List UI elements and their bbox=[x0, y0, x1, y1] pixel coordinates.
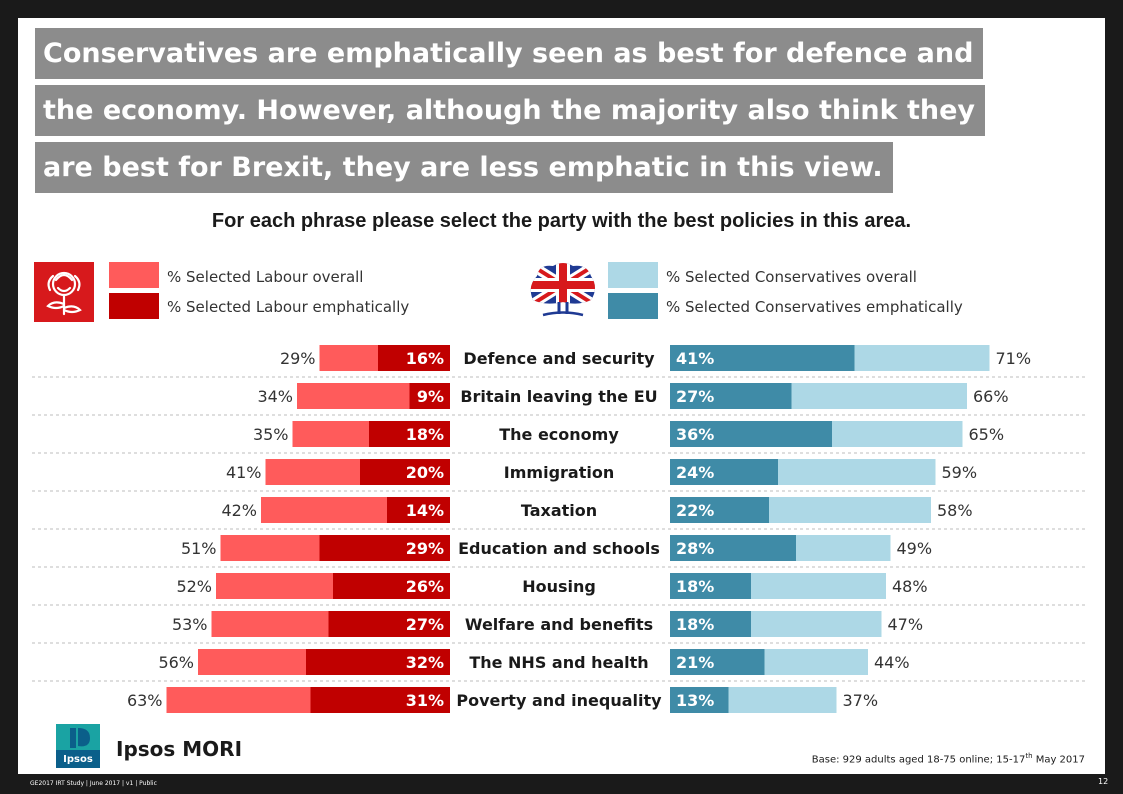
con-emphatic-bar bbox=[670, 687, 729, 713]
labour-overall-label: 56% bbox=[158, 653, 194, 672]
brand-name: Ipsos MORI bbox=[116, 737, 243, 761]
labour-overall-label: 34% bbox=[257, 387, 293, 406]
con-overall-label: 59% bbox=[942, 463, 978, 482]
con-emphatic-bar bbox=[670, 459, 778, 485]
con-emphatic-label: 36% bbox=[676, 425, 714, 444]
labour-emphatic-label: 29% bbox=[406, 539, 444, 558]
labour-emphatic-label: 26% bbox=[406, 577, 444, 596]
con-overall-label: 37% bbox=[843, 691, 879, 710]
con-emphatic-label: 27% bbox=[676, 387, 714, 406]
labour-overall-label: 53% bbox=[172, 615, 208, 634]
slide: Conservatives are emphatically seen as b… bbox=[18, 18, 1105, 774]
page-number: 12 bbox=[1098, 777, 1109, 786]
labour-emphatic-bar bbox=[328, 611, 450, 637]
title-line-1: Conservatives are emphatically seen as b… bbox=[35, 28, 984, 79]
con-emphatic-label: 28% bbox=[676, 539, 714, 558]
con-emphatic-label: 18% bbox=[676, 577, 714, 596]
con-emphatic-label: 22% bbox=[676, 501, 714, 520]
con-emphatic-bar bbox=[670, 611, 751, 637]
labour-overall-label: 35% bbox=[253, 425, 289, 444]
category-label: Housing bbox=[522, 577, 596, 596]
con-overall-label: 44% bbox=[874, 653, 910, 672]
labour-emphatic-label: 14% bbox=[406, 501, 444, 520]
labour-emphatic-bar bbox=[333, 573, 450, 599]
con-emphatic-bar bbox=[670, 573, 751, 599]
legend-swatch-con-emphatic bbox=[608, 293, 658, 319]
labour-emphatic-bar bbox=[306, 649, 450, 675]
category-label: Education and schools bbox=[458, 539, 660, 558]
labour-overall-label: 42% bbox=[221, 501, 257, 520]
ipsos-logo-text: Ipsos bbox=[63, 754, 93, 765]
labour-emphatic-label: 20% bbox=[406, 463, 444, 482]
labour-emphatic-bar bbox=[409, 383, 450, 409]
labour-emphatic-label: 32% bbox=[406, 653, 444, 672]
legend-swatch-labour-emphatic bbox=[109, 293, 159, 319]
legend-labour-overall: % Selected Labour overall bbox=[167, 268, 364, 286]
base-note: Base: 929 adults aged 18-75 online; 15-1… bbox=[811, 752, 1085, 766]
category-label: Welfare and benefits bbox=[465, 615, 653, 634]
con-overall-label: 49% bbox=[897, 539, 933, 558]
labour-emphatic-bar bbox=[360, 459, 450, 485]
labour-emphatic-label: 9% bbox=[417, 387, 444, 406]
labour-emphatic-bar bbox=[369, 421, 450, 447]
con-overall-label: 47% bbox=[888, 615, 924, 634]
labour-emphatic-label: 16% bbox=[406, 349, 444, 368]
labour-overall-label: 52% bbox=[176, 577, 212, 596]
con-overall-label: 48% bbox=[892, 577, 928, 596]
labour-emphatic-label: 31% bbox=[406, 691, 444, 710]
labour-overall-label: 41% bbox=[226, 463, 262, 482]
con-emphatic-label: 24% bbox=[676, 463, 714, 482]
labour-emphatic-label: 18% bbox=[406, 425, 444, 444]
title-line-2: the economy. However, although the major… bbox=[35, 85, 986, 136]
con-emphatic-bar bbox=[670, 345, 855, 371]
con-emphatic-bar bbox=[670, 497, 769, 523]
con-emphatic-bar bbox=[670, 383, 792, 409]
title-line-3: are best for Brexit, they are less empha… bbox=[35, 142, 893, 193]
legend-swatch-con-overall bbox=[608, 262, 658, 288]
category-label: The economy bbox=[499, 425, 619, 444]
labour-emphatic-bar bbox=[378, 345, 450, 371]
category-label: Immigration bbox=[504, 463, 614, 482]
legend-swatch-labour-overall bbox=[109, 262, 159, 288]
footer-study-info: GE2017 IRT Study | June 2017 | v1 | Publ… bbox=[30, 780, 157, 787]
labour-emphatic-bar bbox=[387, 497, 450, 523]
con-overall-label: 66% bbox=[973, 387, 1009, 406]
con-emphatic-label: 21% bbox=[676, 653, 714, 672]
labour-overall-label: 51% bbox=[181, 539, 217, 558]
category-label: Britain leaving the EU bbox=[460, 387, 657, 406]
party-policy-bar-chart: 29% 16% 41% 71% Defence and security 34% 9% 27%… bbox=[32, 345, 1086, 713]
labour-emphatic-bar bbox=[310, 687, 450, 713]
category-label: Taxation bbox=[521, 501, 597, 520]
legend-con-overall: % Selected Conservatives overall bbox=[666, 268, 917, 286]
con-emphatic-label: 13% bbox=[676, 691, 714, 710]
con-emphatic-bar bbox=[670, 535, 796, 561]
category-label: Defence and security bbox=[463, 349, 655, 368]
labour-overall-label: 63% bbox=[127, 691, 163, 710]
con-emphatic-bar bbox=[670, 421, 832, 447]
con-emphatic-bar bbox=[670, 649, 765, 675]
labour-emphatic-label: 27% bbox=[406, 615, 444, 634]
red-rose-icon bbox=[34, 262, 94, 322]
ipsos-logo-icon: Ipsos bbox=[56, 724, 100, 768]
legend-labour-emphatic: % Selected Labour emphatically bbox=[167, 298, 410, 316]
labour-emphatic-bar bbox=[319, 535, 450, 561]
category-label: Poverty and inequality bbox=[456, 691, 662, 710]
con-overall-label: 58% bbox=[937, 501, 973, 520]
survey-question: For each phrase please select the party … bbox=[211, 210, 912, 232]
con-overall-label: 65% bbox=[969, 425, 1005, 444]
con-overall-label: 71% bbox=[996, 349, 1032, 368]
con-emphatic-label: 41% bbox=[676, 349, 714, 368]
labour-overall-label: 29% bbox=[280, 349, 316, 368]
union-jack-tree-icon bbox=[523, 260, 603, 320]
con-emphatic-label: 18% bbox=[676, 615, 714, 634]
legend-con-emphatic: % Selected Conservatives emphatically bbox=[666, 298, 963, 316]
category-label: The NHS and health bbox=[469, 653, 648, 672]
